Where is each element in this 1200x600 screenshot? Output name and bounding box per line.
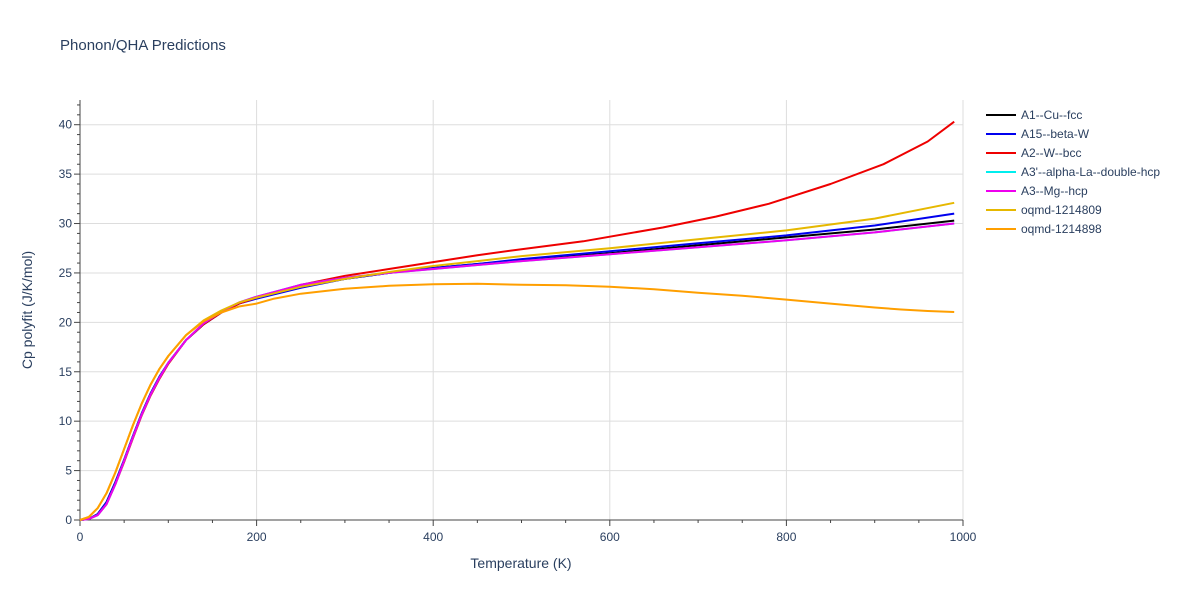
- x-tick-label: 200: [247, 530, 267, 544]
- legend-label: A3--Mg--hcp: [1021, 184, 1088, 198]
- x-tick-label: 600: [600, 530, 620, 544]
- legend-label: A2--W--bcc: [1021, 146, 1081, 160]
- y-tick-label: 30: [59, 217, 73, 231]
- x-axis-label: Temperature (K): [470, 555, 571, 571]
- legend-label: A1--Cu--fcc: [1021, 108, 1082, 122]
- series-line-2: [79, 212, 955, 521]
- legend-item[interactable]: oqmd-1214898: [986, 222, 1102, 236]
- legend-label: oqmd-1214898: [1021, 222, 1102, 236]
- legend-item[interactable]: A15--beta-W: [986, 127, 1090, 141]
- x-tick-label: 400: [423, 530, 443, 544]
- grid: [80, 100, 964, 520]
- chart-title: Phonon/QHA Predictions: [60, 37, 226, 54]
- legend-item[interactable]: A2--W--bcc: [986, 146, 1081, 160]
- y-tick-label: 15: [59, 365, 73, 379]
- series-line-3: [79, 120, 955, 521]
- series-line-7: [79, 282, 955, 521]
- series-line-1: [79, 219, 955, 521]
- y-tick-label: 10: [59, 414, 73, 428]
- y-tick-label: 0: [65, 513, 72, 527]
- x-tick-label: 800: [776, 530, 796, 544]
- legend-item[interactable]: A1--Cu--fcc: [986, 108, 1082, 122]
- legend-label: A3'--alpha-La--double-hcp: [1021, 165, 1160, 179]
- y-tick-label: 20: [59, 315, 73, 329]
- y-tick-label: 40: [59, 118, 73, 132]
- legend-item[interactable]: oqmd-1214809: [986, 203, 1102, 217]
- plot-area: [79, 120, 955, 521]
- x-tick-label: 0: [77, 530, 84, 544]
- y-tick-label: 25: [59, 266, 73, 280]
- y-tick-label: 35: [59, 167, 73, 181]
- y-axis-label: Cp polyfit (J/K/mol): [19, 251, 35, 369]
- axes: 0 200 400 600 800 1000 0 5 10 15 20 25 30 35 40: [59, 100, 977, 544]
- legend-item[interactable]: A3'--alpha-La--double-hcp: [986, 165, 1160, 179]
- x-tick-label: 1000: [950, 530, 977, 544]
- legend-label: A15--beta-W: [1021, 127, 1090, 141]
- legend-item[interactable]: A3--Mg--hcp: [986, 184, 1088, 198]
- y-tick-label: 5: [65, 464, 72, 478]
- legend-label: oqmd-1214809: [1021, 203, 1102, 217]
- legend: A1--Cu--fcc A15--beta-W A2--W--bcc A3'--alp…: [986, 108, 1160, 236]
